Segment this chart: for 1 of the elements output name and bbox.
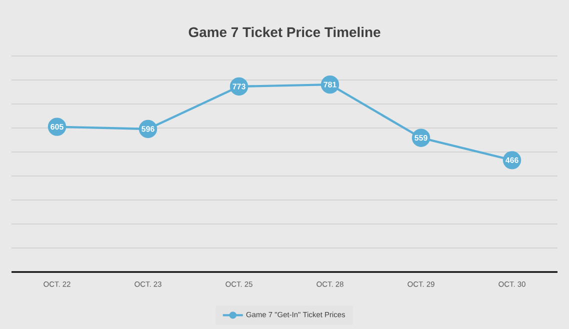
chart-title: Game 7 Ticket Price Timeline (188, 26, 380, 38)
